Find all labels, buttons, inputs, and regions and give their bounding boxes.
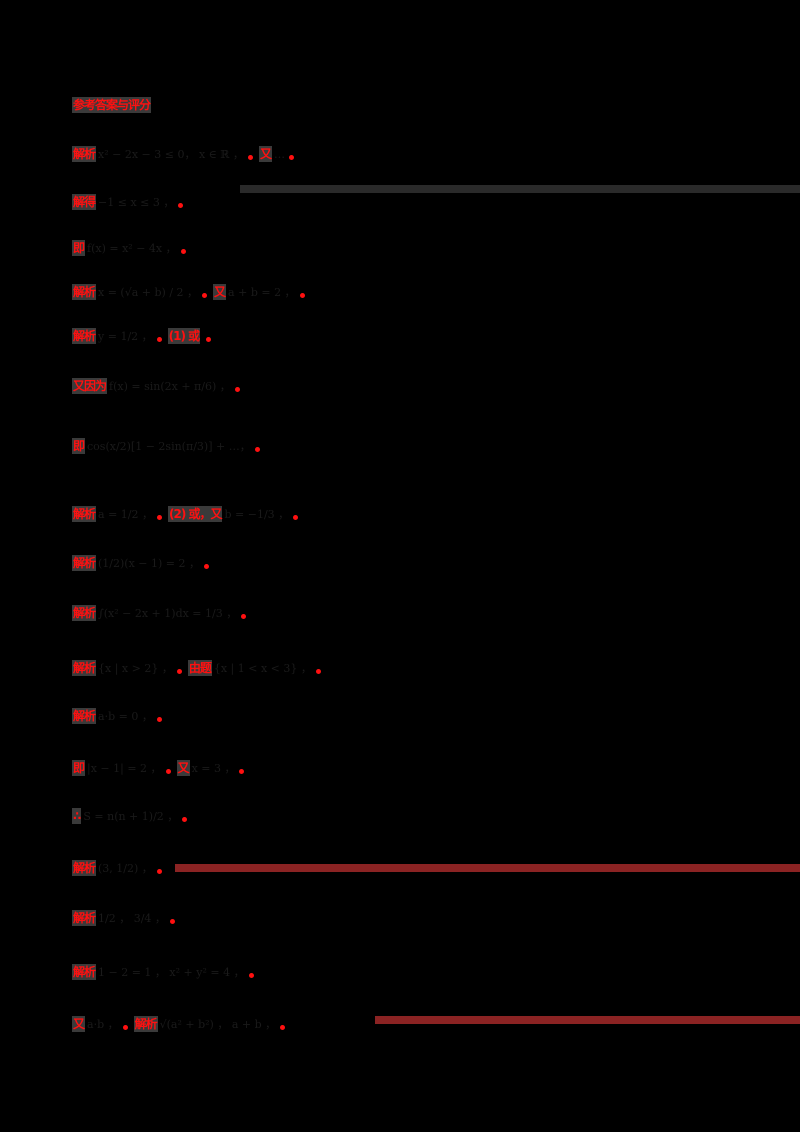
math-expression: 1 − 2 = 1 ， x² + y² = 4 ， (98, 966, 245, 979)
solution-label: 解得 (72, 194, 96, 210)
red-marker (156, 869, 162, 874)
solution-label: 解析 (72, 506, 96, 522)
red-marker (293, 515, 299, 520)
header-label: 参考答案与评分 (72, 97, 151, 113)
solution-line: 解析 1/2 ， 3/4 ， (72, 902, 175, 926)
red-marker (180, 249, 186, 254)
solution-label: 又因为 (72, 378, 107, 394)
math-expression: a = 1/2 ， (98, 508, 153, 521)
solution-label: 即 (72, 760, 85, 776)
solution-line: 解析 {x | x > 2} ， 由题 {x | 1 < x < 3} ， (72, 652, 321, 676)
divider-red (175, 864, 800, 872)
red-marker (234, 387, 240, 392)
solution-line: 解析 ∫(x² − 2x + 1)dx = 1/3 ， (72, 597, 247, 621)
answer-header: 参考答案与评分 (72, 94, 151, 113)
math-expression: √(a² + b²) ， a + b ， (159, 1018, 277, 1031)
red-marker (165, 769, 171, 774)
solution-label: ∴ (72, 808, 81, 824)
red-marker (178, 203, 184, 208)
red-marker (156, 337, 162, 342)
solution-label: 即 (72, 438, 85, 454)
solution-line: ∴ S = n(n + 1)/2 ， (72, 800, 188, 824)
solution-line: 解析 (1/2)(x − 1) = 2 ， (72, 547, 210, 571)
red-marker (204, 564, 210, 569)
math-expression: |x − 1| = 2 ， (87, 762, 162, 775)
solution-line: 即 cos(x/2)[1 − 2sin(π/3)] + …， (72, 430, 260, 454)
math-expression: ∫(x² − 2x + 1)dx = 1/3 ， (98, 607, 238, 620)
math-expression: f(x) = x² − 4x ， (87, 242, 177, 255)
solution-line: 解得 −1 ≤ x ≤ 3 ， (72, 186, 184, 210)
solution-label: 又 (176, 760, 190, 776)
solution-label: (1) 或 (167, 328, 201, 344)
red-marker (239, 769, 245, 774)
math-expression: −1 ≤ x ≤ 3 ， (98, 196, 175, 209)
math-expression: x² − 2x − 3 ≤ 0， x ∈ ℝ ， (98, 148, 244, 161)
math-expression: … (273, 148, 285, 161)
solution-label: 解析 (72, 605, 96, 621)
red-marker (315, 669, 321, 674)
red-marker (176, 669, 182, 674)
solution-label: 解析 (72, 708, 96, 724)
solution-line: 即 f(x) = x² − 4x ， (72, 232, 186, 256)
solution-label: 解析 (72, 910, 96, 926)
math-expression: a + b = 2 ， (228, 286, 296, 299)
math-expression: x = 3 ， (191, 762, 236, 775)
divider-gray (240, 185, 800, 193)
math-expression: a·b = 0 ， (98, 710, 153, 723)
solution-line: 解析 x = (√a + b) / 2 ， 又 a + b = 2 ， (72, 276, 305, 300)
red-marker (122, 1025, 128, 1030)
solution-label: 解析 (72, 555, 96, 571)
red-marker (202, 293, 208, 298)
red-marker (182, 817, 188, 822)
red-marker (288, 155, 294, 160)
math-expression: {x | 1 < x < 3} ， (213, 662, 312, 675)
solution-label: 解析 (72, 964, 96, 980)
red-marker (299, 293, 305, 298)
solution-line: 解析 1 − 2 = 1 ， x² + y² = 4 ， (72, 956, 254, 980)
solution-label: 解析 (72, 146, 96, 162)
solution-label: 又 (213, 284, 226, 300)
solution-label: 解析 (72, 328, 96, 344)
red-marker (206, 337, 212, 342)
math-expression: S = n(n + 1)/2 ， (83, 810, 179, 823)
solution-line: 又因为 f(x) = sin(2x + π/6) ， (72, 370, 240, 394)
solution-label: (2) 或，又 (167, 506, 223, 522)
solution-label: 又 (72, 1016, 85, 1032)
solution-line: 解析 y = 1/2 ， (1) 或 (72, 320, 212, 344)
solution-line: 解析 (3, 1/2) ， (72, 852, 162, 876)
red-marker (248, 973, 254, 978)
red-marker (280, 1025, 286, 1030)
divider-red (375, 1016, 800, 1024)
math-expression: x = (√a + b) / 2 ， (98, 286, 199, 299)
math-expression: b = −1/3 ， (224, 508, 290, 521)
math-expression: y = 1/2 ， (98, 330, 153, 343)
solution-line: 解析 x² − 2x − 3 ≤ 0， x ∈ ℝ ， 又… (72, 138, 294, 162)
math-expression: cos(x/2)[1 − 2sin(π/3)] + …， (87, 440, 251, 453)
red-marker (169, 919, 175, 924)
math-expression: (3, 1/2) ， (98, 862, 153, 875)
red-marker (156, 515, 162, 520)
solution-line: 解析 a = 1/2 ， (2) 或，又 b = −1/3 ， (72, 498, 299, 522)
solution-label: 解析 (72, 860, 96, 876)
math-expression: 1/2 ， 3/4 ， (98, 912, 166, 925)
math-expression: a·b ， (87, 1018, 119, 1031)
solution-line: 解析 a·b = 0 ， (72, 700, 162, 724)
math-expression: {x | x > 2} ， (98, 662, 173, 675)
red-marker (254, 447, 260, 452)
solution-label: 即 (72, 240, 85, 256)
math-expression: (1/2)(x − 1) = 2 ， (98, 557, 201, 570)
solution-label: 解析 (72, 284, 96, 300)
red-marker (241, 614, 247, 619)
solution-line: 又 a·b ， 解析 √(a² + b²) ， a + b ， (72, 1008, 286, 1032)
solution-label: 解析 (72, 660, 96, 676)
red-marker (247, 155, 253, 160)
math-expression: f(x) = sin(2x + π/6) ， (109, 380, 231, 393)
solution-label: 解析 (133, 1016, 158, 1032)
solution-label: 由题 (187, 660, 212, 676)
solution-line: 即 |x − 1| = 2 ， 又 x = 3 ， (72, 752, 245, 776)
red-marker (156, 717, 162, 722)
solution-label: 又 (258, 146, 272, 162)
